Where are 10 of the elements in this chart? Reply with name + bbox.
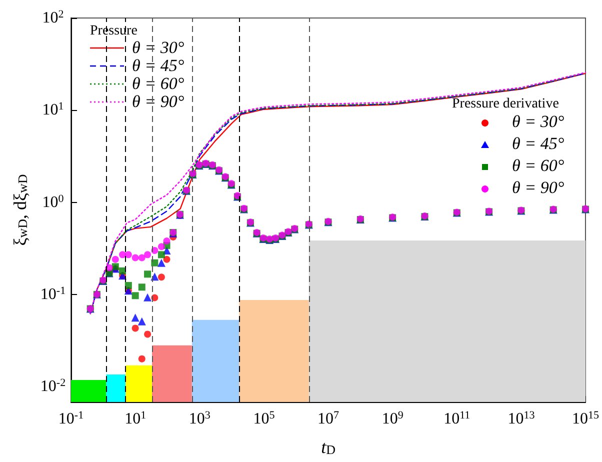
legend-label: θ = 60° [512,156,564,175]
y-axis-title: ξwD, dξwD [10,174,30,246]
legend-label: θ = 90° [512,178,564,197]
x-axis-title: tD [321,437,336,457]
legend-title: Pressure [90,24,138,38]
annotation: Pressure derivative [452,96,559,112]
legend-label: θ = 45° [512,134,564,153]
legend-label: θ = 30° [512,112,564,131]
legend-label: θ = 60° [132,74,184,93]
legend-label: θ = 90° [132,92,184,111]
